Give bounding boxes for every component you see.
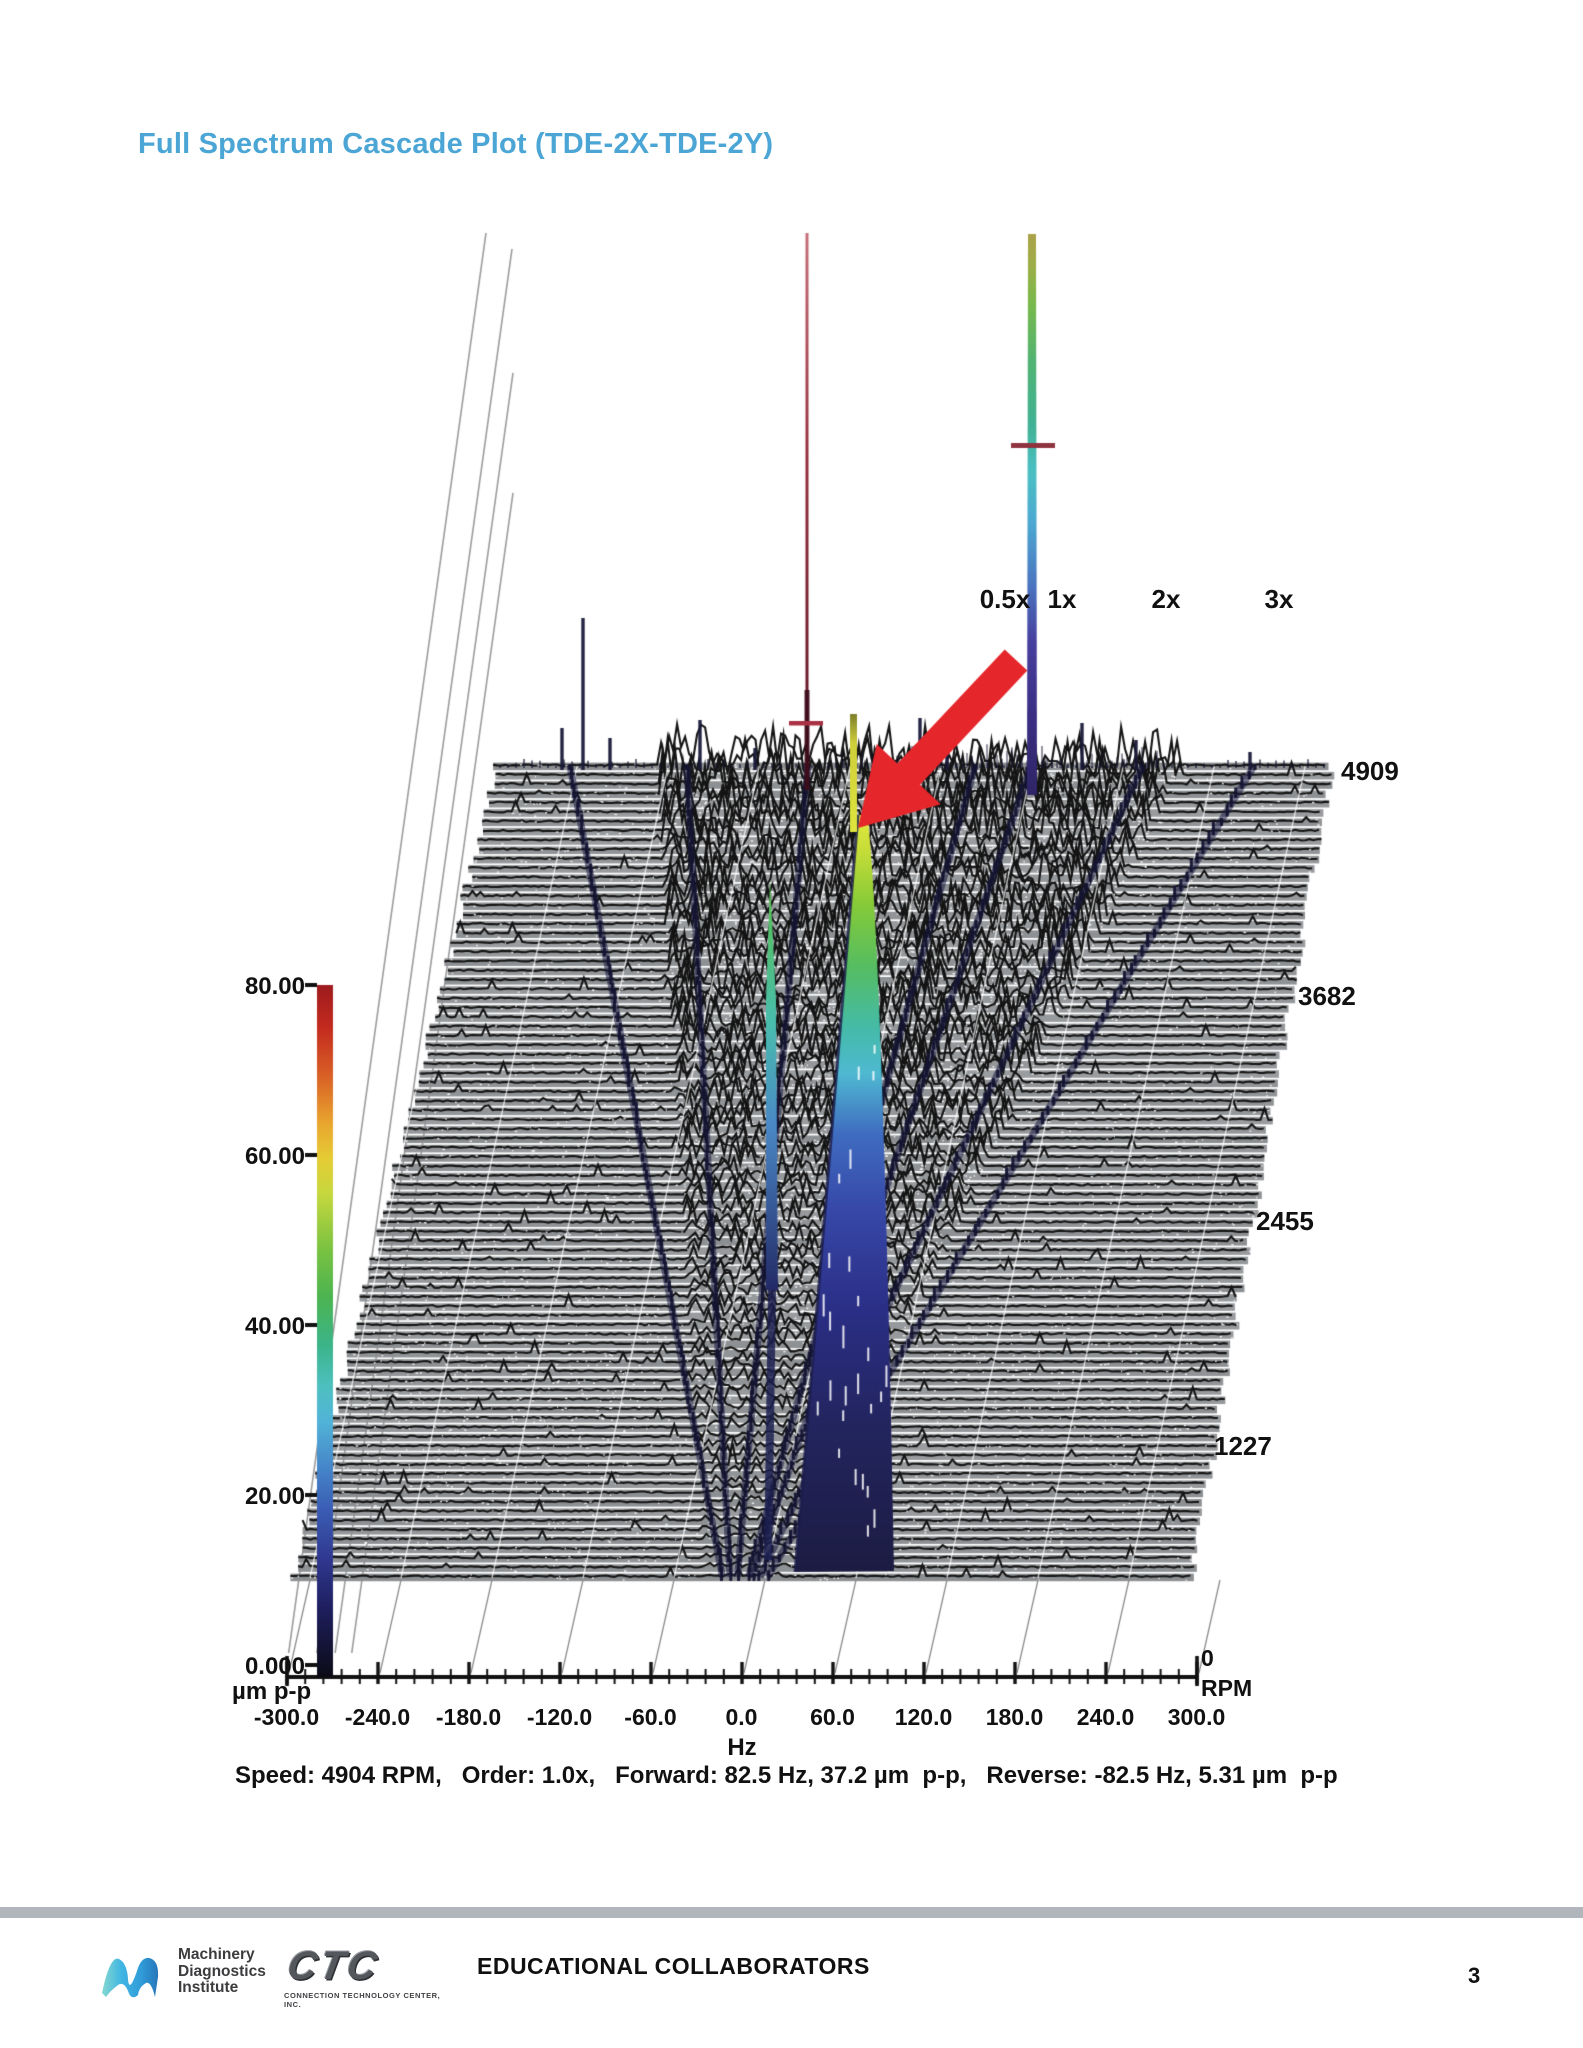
freq-tick: -300.0 [253, 1704, 320, 1730]
mdi-logo-text: Machinery Diagnostics Institute [178, 1946, 266, 1997]
amp-tick-0: 0.000 [244, 1653, 305, 1680]
mdi-logo-line-3: Institute [178, 1979, 239, 1996]
amp-tick-40: 40.00 [244, 1313, 305, 1340]
amp-tick-60: 60.00 [244, 1143, 305, 1170]
amplitude-unit-label: µm p-p [232, 1678, 312, 1705]
order-label-3x: 3x [1264, 584, 1294, 614]
freq-tick: -180.0 [435, 1704, 502, 1730]
rpm-tick-4909: 4909 [1341, 756, 1399, 786]
rpm-origin-label: 0 [1201, 1645, 1214, 1671]
freq-tick: 180.0 [985, 1704, 1044, 1730]
frequency-axis-title: Hz [727, 1734, 757, 1761]
educational-collaborators-text: EDUCATIONAL COLLABORATORS [477, 1953, 870, 1979]
freq-tick: -60.0 [624, 1704, 677, 1730]
order-label-0-5x: 0.5x [979, 584, 1031, 614]
mdi-logo-line-1: Machinery [178, 1946, 255, 1963]
order-label-2x: 2x [1151, 584, 1181, 614]
freq-tick: 0.0 [725, 1704, 758, 1730]
amp-tick-80: 80.00 [244, 973, 305, 1000]
ctc-logo-subtext: CONNECTION TECHNOLOGY CENTER, INC. [284, 1991, 441, 2009]
freq-tick: -240.0 [344, 1704, 411, 1730]
rpm-tick-2455: 2455 [1256, 1206, 1314, 1236]
footer-divider-bar [0, 1907, 1583, 1918]
mdi-logo-line-2: Diagnostics [178, 1962, 266, 1980]
freq-tick: 240.0 [1076, 1704, 1135, 1730]
freq-tick: -120.0 [526, 1704, 593, 1730]
amp-tick-20: 20.00 [244, 1483, 305, 1510]
page-title: Full Spectrum Cascade Plot (TDE-2X-TDE-2… [138, 128, 774, 160]
rpm-axis-title: RPM [1201, 1675, 1253, 1701]
ctc-logo: CTC [284, 1944, 384, 1988]
cursor-readout-caption: Speed: 4904 RPM, Order: 1.0x, Forward: 8… [235, 1762, 1338, 1789]
rpm-tick-1227: 1227 [1214, 1431, 1272, 1461]
mdi-wave-logo-icon [102, 1957, 159, 1998]
rpm-tick-3682: 3682 [1298, 981, 1356, 1011]
order-label-1x: 1x [1047, 584, 1077, 614]
frequency-tick-labels: -300.0 -240.0 -180.0 -120.0 -60.0 0.0 60… [241, 1704, 1242, 1731]
freq-tick: 120.0 [894, 1704, 953, 1730]
freq-tick: 300.0 [1167, 1704, 1226, 1730]
page-number: 3 [1468, 1963, 1481, 1988]
freq-tick: 60.0 [810, 1704, 855, 1730]
